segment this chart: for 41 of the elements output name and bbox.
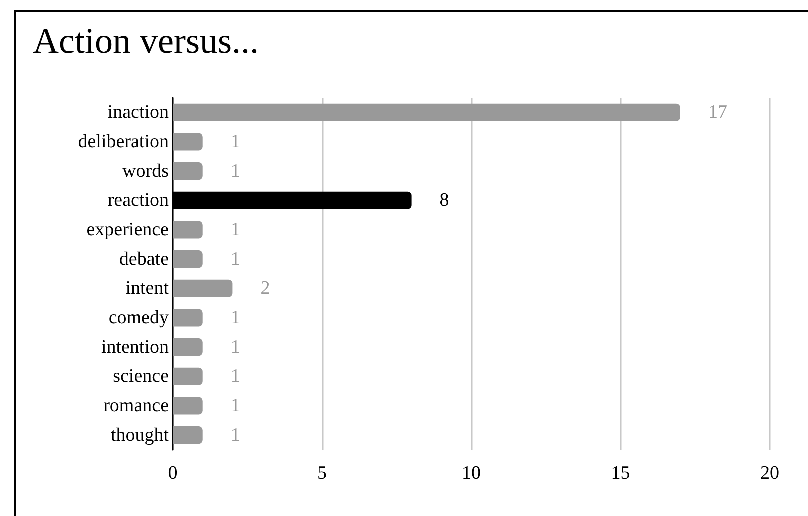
data-label: 1 (230, 220, 240, 240)
bar (173, 368, 203, 386)
chart-title: Action versus... (33, 21, 259, 61)
data-label: 1 (230, 132, 240, 152)
bar (173, 162, 203, 180)
data-label: 17 (708, 102, 728, 124)
y-tick-label: inaction (108, 102, 170, 124)
y-tick-label: science (113, 366, 169, 388)
y-tick-label: comedy (108, 308, 170, 328)
data-label: 1 (230, 336, 240, 358)
bar (173, 250, 203, 268)
data-label: 1 (230, 248, 240, 270)
bar (173, 426, 203, 444)
x-tick-label: 15 (611, 463, 630, 484)
y-tick-label: intent (126, 278, 170, 300)
x-tick-label: 10 (462, 463, 481, 484)
data-label: 1 (230, 308, 240, 328)
y-tick-label: romance (104, 396, 169, 416)
bar (173, 133, 203, 151)
y-tick-label: debate (119, 248, 169, 270)
x-tick-label: 5 (318, 463, 327, 484)
data-label: 1 (230, 366, 240, 388)
bar (173, 397, 203, 415)
bar (173, 221, 203, 239)
data-label: 2 (260, 278, 270, 300)
data-label: 1 (230, 424, 240, 446)
bar (173, 280, 233, 298)
bar (173, 338, 203, 356)
y-tick-label: words (122, 160, 169, 182)
y-tick-label: reaction (108, 190, 170, 212)
data-label: 1 (230, 396, 240, 416)
data-label: 8 (440, 190, 450, 212)
bar (173, 104, 680, 122)
x-tick-label: 20 (760, 463, 780, 484)
y-tick-label: experience (86, 220, 169, 240)
bar (173, 309, 203, 327)
y-tick-label: deliberation (78, 132, 170, 152)
y-tick-label: thought (110, 424, 170, 446)
x-tick-label: 0 (168, 463, 178, 484)
y-tick-label: intention (101, 336, 170, 358)
data-label: 1 (230, 160, 240, 182)
